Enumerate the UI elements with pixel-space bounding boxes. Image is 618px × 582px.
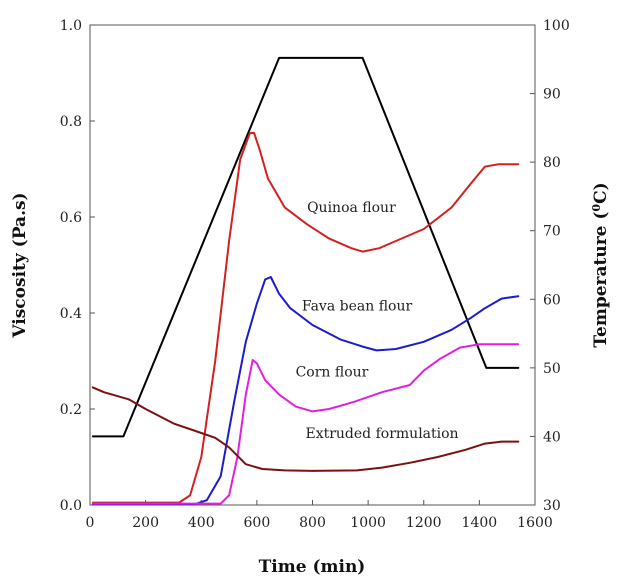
y2-tick-label: 70 [543, 224, 561, 240]
series-line-3 [91, 276, 520, 505]
y-tick-label: 0.0 [60, 498, 82, 514]
y-tick-label: 1.0 [60, 18, 82, 34]
x-tick-label: 200 [132, 515, 159, 531]
series-annotation: Quinoa flour [307, 200, 396, 216]
x-axis: 0 200 400 600 800 1000 1200 1400 1600 [86, 500, 553, 531]
y2-axis-title-main: Temperature ( [591, 212, 611, 348]
y2-tick-label: 30 [543, 498, 561, 514]
x-axis-title: Time (min) [259, 557, 366, 577]
x-tick-label: 1200 [406, 515, 442, 531]
y-tick-label: 0.2 [60, 402, 82, 418]
y-tick-label: 0.6 [60, 210, 82, 226]
annotations-group: Quinoa flour Fava bean flour Corn flour Ext… [296, 200, 459, 442]
x-tick-label: 1400 [462, 515, 498, 531]
y2-tick-label: 40 [543, 429, 561, 445]
y2-tick-label: 100 [543, 18, 570, 34]
y2-tick-label: 60 [543, 292, 561, 308]
series-annotation: Corn flour [296, 364, 369, 380]
series-line-4 [91, 343, 520, 505]
series-line-5 [91, 386, 520, 472]
y-axis-left: 0.0 0.2 0.4 0.6 0.8 1.0 [60, 18, 95, 514]
x-tick-label: 800 [299, 515, 326, 531]
x-tick-label: 1000 [350, 515, 386, 531]
series-line-1 [91, 56, 520, 438]
series-annotation: Fava bean flour [302, 299, 413, 315]
y2-axis-title: Temperature (0C) [590, 182, 611, 347]
series-annotation: Extruded formulation [305, 426, 458, 442]
y2-tick-label: 80 [543, 155, 561, 171]
x-tick-label: 0 [86, 515, 95, 531]
y-tick-label: 0.4 [60, 306, 82, 322]
y-axis-right: 30 40 50 60 70 80 90 100 [530, 18, 570, 514]
y2-axis-title-end: C) [591, 182, 611, 204]
series-line-2 [91, 132, 520, 504]
y2-tick-label: 90 [543, 87, 561, 103]
y-axis-title: Viscosity (Pa.s) [10, 192, 30, 338]
y2-axis-title-superscript: 0 [590, 204, 603, 212]
y2-tick-label: 50 [543, 361, 561, 377]
x-tick-label: 400 [188, 515, 215, 531]
y-tick-label: 0.8 [60, 114, 82, 130]
x-tick-label: 1600 [517, 515, 553, 531]
series-group [91, 56, 520, 505]
x-tick-label: 600 [244, 515, 271, 531]
